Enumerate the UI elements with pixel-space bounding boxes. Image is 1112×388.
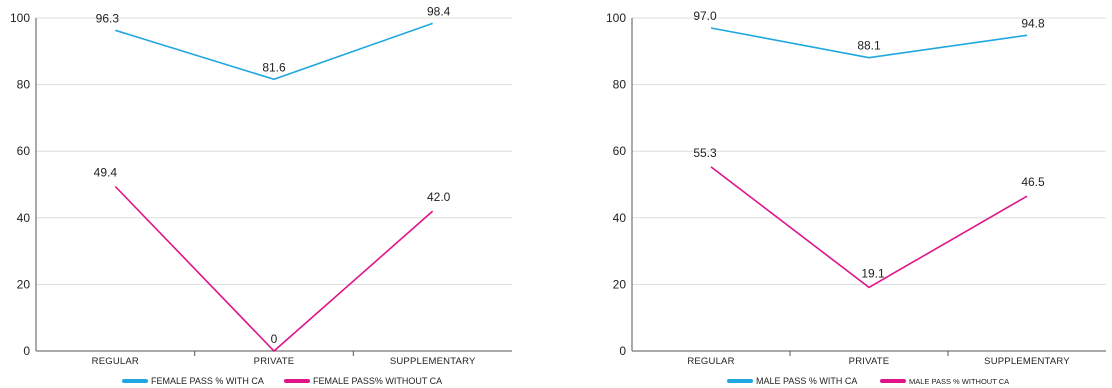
- legend-label: FEMALE PASS % WITH CA: [151, 376, 264, 386]
- data-label: 81.6: [262, 60, 286, 74]
- series-line: [710, 166, 1028, 289]
- data-label: 97.0: [693, 9, 717, 23]
- data-label: 46.5: [1021, 175, 1045, 189]
- x-category-label: SUPPLEMENTARY: [984, 356, 1070, 367]
- y-tick-label: 0: [619, 344, 626, 358]
- data-label: 0: [271, 332, 278, 346]
- y-tick-label: 60: [17, 144, 31, 158]
- legend-label: MALE PASS % WITHOUT CA: [909, 377, 1009, 386]
- data-label: 55.3: [693, 146, 717, 160]
- series-line: [710, 27, 1028, 59]
- y-tick-label: 40: [613, 211, 627, 225]
- y-tick-label: 20: [17, 277, 31, 291]
- y-tick-label: 60: [613, 144, 627, 158]
- y-tick-label: 100: [10, 11, 30, 25]
- y-tick-label: 20: [613, 277, 627, 291]
- legend-label: FEMALE PASS% WITHOUT CA: [313, 376, 442, 386]
- y-tick-label: 40: [17, 211, 31, 225]
- legend-label: MALE PASS % WITH CA: [756, 376, 857, 386]
- x-category-label: SUPPLEMENTARY: [390, 356, 476, 367]
- data-label: 94.8: [1021, 16, 1045, 30]
- x-category-label: REGULAR: [687, 356, 734, 367]
- x-category-label: REGULAR: [92, 356, 139, 367]
- y-tick-label: 0: [23, 344, 30, 358]
- series-line: [114, 185, 434, 353]
- y-tick-label: 80: [17, 78, 31, 92]
- data-label: 88.1: [857, 39, 881, 53]
- y-tick-label: 80: [613, 78, 627, 92]
- data-label: 42.0: [427, 190, 451, 204]
- data-label: 98.4: [427, 4, 451, 18]
- x-category-label: PRIVATE: [849, 356, 890, 367]
- data-label: 49.4: [94, 165, 118, 179]
- data-label: 19.1: [861, 266, 885, 280]
- data-label: 96.3: [96, 11, 120, 25]
- y-tick-label: 100: [606, 11, 626, 25]
- x-category-label: PRIVATE: [254, 356, 295, 367]
- series-line: [115, 22, 433, 81]
